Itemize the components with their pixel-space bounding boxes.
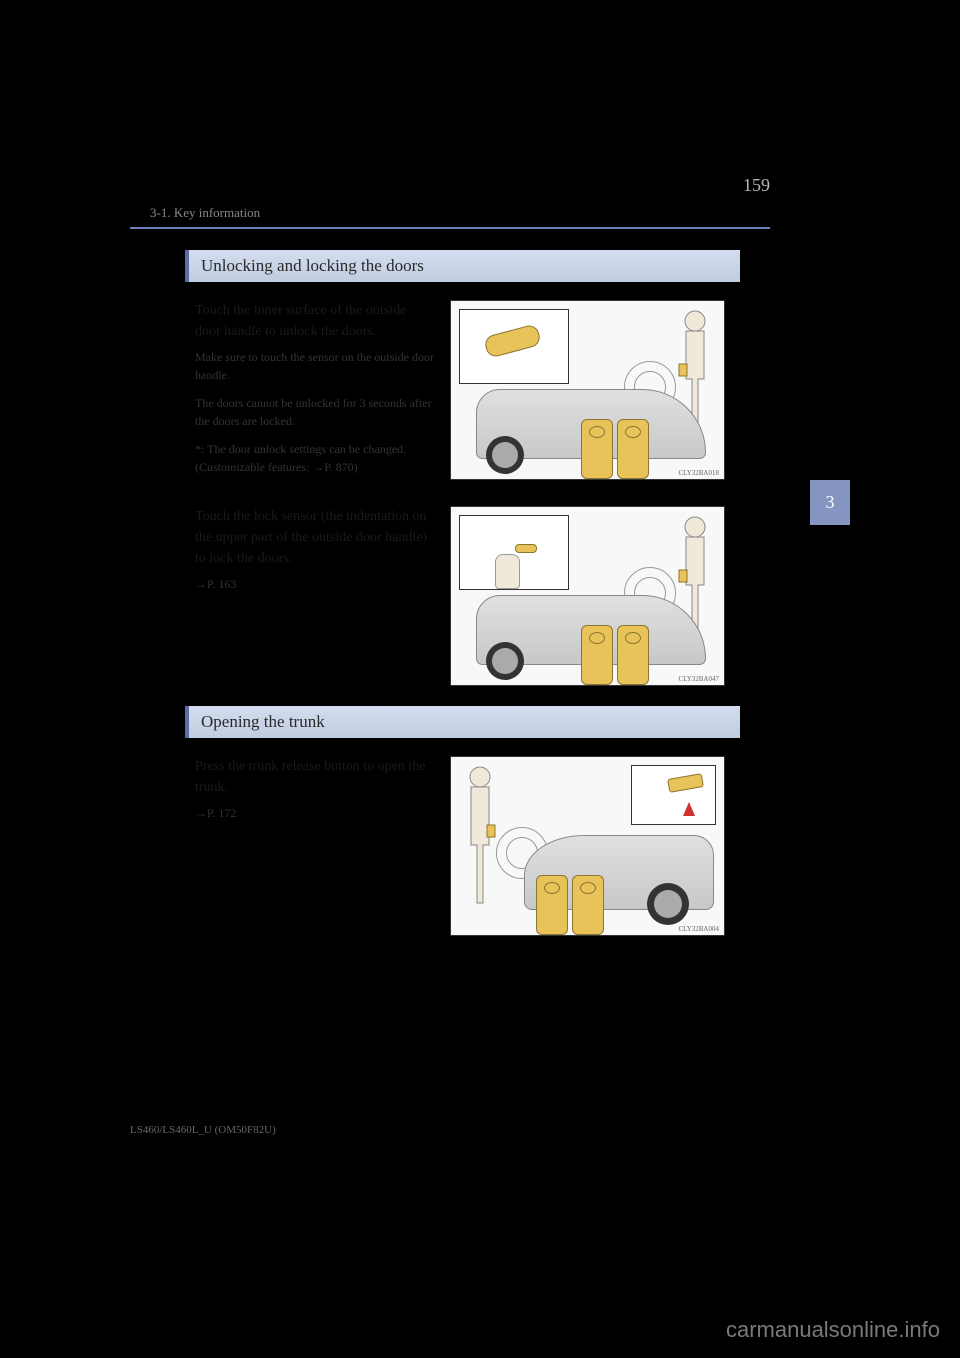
trunk-image-col: CLY32BA004 <box>450 756 725 936</box>
unlock-block: Touch the inner surface of the outside d… <box>195 300 830 486</box>
lock-text: Touch the lock sensor (the indentation o… <box>195 506 450 686</box>
section-heading-doors: Unlocking and locking the doors <box>185 250 740 282</box>
trunk-block: Press the trunk release button to open t… <box>195 756 830 936</box>
handle-inset-unlock <box>459 309 569 384</box>
lock-image-col: CLY32BA047 <box>450 506 725 686</box>
key-fobs <box>581 625 649 685</box>
key-fob-icon <box>572 875 604 935</box>
up-arrow-icon <box>683 802 695 816</box>
lock-illustration: CLY32BA047 <box>450 506 725 686</box>
footer-doc-id: LS460/LS460L_U (OM50F82U) <box>130 1124 276 1136</box>
unlock-action: Touch the inner surface of the outside d… <box>195 300 435 342</box>
illustration-code: CLY32BA018 <box>678 469 719 477</box>
watermark: carmanualsonline.info <box>726 1317 940 1343</box>
unlock-customize-note: *: The door unlock settings can be chang… <box>195 440 435 476</box>
unlock-setting-note: The doors cannot be unlocked for 3 secon… <box>195 394 435 430</box>
door-handle-highlight <box>483 323 542 358</box>
key-fob-icon <box>536 875 568 935</box>
chapter-tab-number: 3 <box>826 492 835 513</box>
key-fobs <box>536 875 604 935</box>
trunk-illustration: CLY32BA004 <box>450 756 725 936</box>
person-icon <box>459 765 501 905</box>
lock-block: Touch the lock sensor (the indentation o… <box>195 506 830 686</box>
illustration-code: CLY32BA004 <box>678 925 719 933</box>
key-fob-icon <box>581 419 613 479</box>
header-divider <box>130 227 770 229</box>
key-fobs <box>581 419 649 479</box>
chapter-tab: 3 <box>810 480 850 525</box>
trunk-button-highlight <box>667 773 704 793</box>
section-heading-trunk: Opening the trunk <box>185 706 740 738</box>
finger-icon <box>495 554 520 589</box>
key-fob-icon <box>581 625 613 685</box>
handle-inset-lock <box>459 515 569 590</box>
trunk-action: Press the trunk release button to open t… <box>195 756 435 798</box>
unlock-image-col: CLY32BA018 <box>450 300 725 486</box>
manual-page: 159 3-1. Key information 3 Operation of … <box>130 155 830 956</box>
trunk-ref: →P. 172 <box>195 804 435 822</box>
key-fob-icon <box>617 419 649 479</box>
illustration-code: CLY32BA047 <box>678 675 719 683</box>
unlock-note: Make sure to touch the sensor on the out… <box>195 348 435 384</box>
unlock-illustration: CLY32BA018 <box>450 300 725 480</box>
key-fob-icon <box>617 625 649 685</box>
lock-ref: →P. 163 <box>195 575 435 593</box>
lock-sensor-highlight <box>515 544 537 553</box>
trunk-text: Press the trunk release button to open t… <box>195 756 450 936</box>
lock-action: Touch the lock sensor (the indentation o… <box>195 506 435 569</box>
page-header: 3-1. Key information <box>150 205 260 221</box>
unlock-text: Touch the inner surface of the outside d… <box>195 300 450 486</box>
page-number: 159 <box>743 175 770 196</box>
trunk-button-inset <box>631 765 716 825</box>
